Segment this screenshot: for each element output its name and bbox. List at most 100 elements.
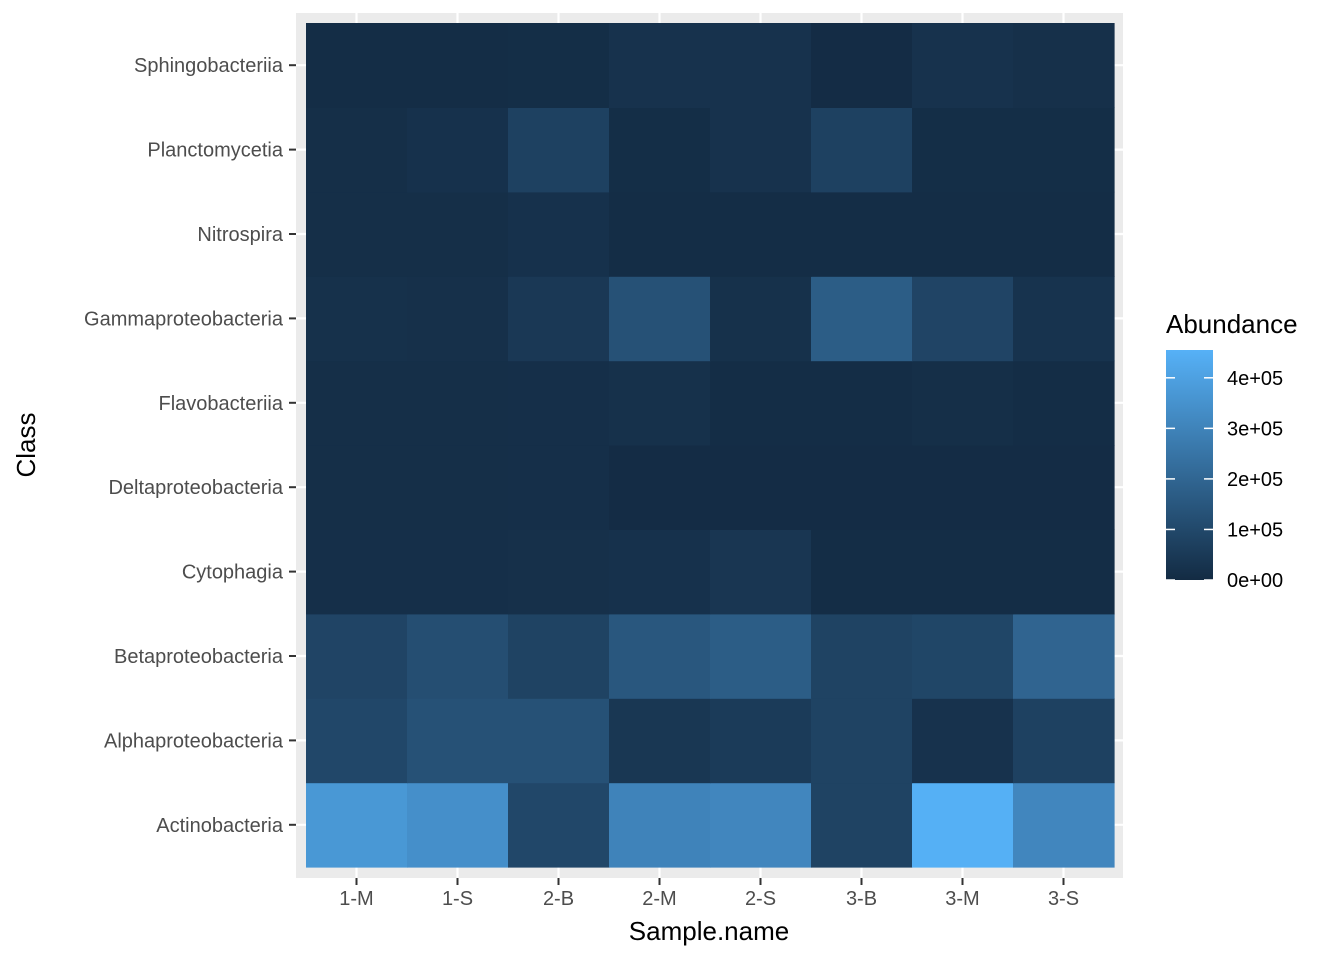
heatmap-tile — [407, 191, 509, 277]
heatmap-tile — [1013, 613, 1115, 699]
heatmap-tile — [609, 782, 711, 868]
heatmap-tile — [912, 360, 1014, 446]
heatmap-tile — [306, 360, 408, 446]
heatmap-tile — [710, 529, 812, 615]
heatmap-tile — [306, 191, 408, 277]
heatmap-tile — [912, 107, 1014, 193]
heatmap-tile — [912, 23, 1014, 108]
heatmap-tile — [407, 782, 509, 868]
heatmap-tile — [1013, 276, 1115, 362]
heatmap-tile — [407, 698, 509, 784]
heatmap-tile — [609, 445, 711, 530]
heatmap-tile — [912, 529, 1014, 615]
heatmap-tile — [609, 698, 711, 784]
y-tick-label: Deltaproteobacteria — [108, 477, 283, 499]
heatmap-tile — [407, 107, 509, 193]
x-axis-title: Sample.name — [629, 916, 789, 946]
legend-label: 2e+05 — [1227, 469, 1283, 491]
y-tick-label: Alphaproteobacteria — [104, 730, 284, 752]
heatmap-tile — [609, 107, 711, 193]
heatmap-tile — [710, 276, 812, 362]
heatmap-tile — [407, 445, 509, 530]
heatmap-tile — [609, 23, 711, 108]
heatmap-tile — [407, 529, 509, 615]
heatmap-tile — [609, 360, 711, 446]
x-tick-label: 1-S — [442, 888, 473, 910]
heatmap-tile — [508, 698, 610, 784]
heatmap-tile — [1013, 23, 1115, 108]
y-axis-title: Class — [11, 412, 41, 477]
heatmap-tile — [1013, 698, 1115, 784]
x-tick-label: 2-B — [543, 888, 574, 910]
heatmap-tile — [811, 276, 913, 362]
heatmap-tile — [1013, 191, 1115, 277]
y-tick-label: Nitrospira — [197, 224, 283, 246]
heatmap-tile — [609, 276, 711, 362]
heatmap-tile — [912, 613, 1014, 699]
x-tick-label: 3-S — [1048, 888, 1079, 910]
heatmap-tile — [811, 445, 913, 530]
heatmap-tile — [508, 23, 610, 108]
heatmap-tiles — [306, 23, 1115, 868]
x-tick-label: 3-B — [846, 888, 877, 910]
heatmap-tile — [407, 613, 509, 699]
heatmap-tile — [811, 191, 913, 277]
heatmap-tile — [710, 613, 812, 699]
heatmap-tile — [1013, 529, 1115, 615]
legend: Abundance 0e+00 1e+05 2e+05 3e+05 4e+05 — [1166, 309, 1298, 592]
heatmap-tile — [912, 191, 1014, 277]
heatmap-tile — [1013, 445, 1115, 530]
heatmap-tile — [1013, 782, 1115, 868]
heatmap-tile — [407, 23, 509, 108]
heatmap-tile — [609, 613, 711, 699]
y-tick-label: Gammaproteobacteria — [84, 308, 284, 330]
heatmap-tile — [306, 529, 408, 615]
legend-label: 3e+05 — [1227, 418, 1283, 440]
heatmap-tile — [912, 276, 1014, 362]
y-tick-label: Cytophagia — [182, 562, 284, 584]
y-axis: Actinobacteria Alphaproteobacteria Betapro… — [84, 55, 296, 837]
heatmap-tile — [811, 698, 913, 784]
heatmap-tile — [508, 191, 610, 277]
legend-colorbar — [1166, 350, 1213, 580]
legend-label: 1e+05 — [1227, 519, 1283, 541]
x-tick-label: 2-S — [745, 888, 776, 910]
y-tick-label: Flavobacteriia — [158, 393, 283, 415]
heatmap-tile — [811, 782, 913, 868]
heatmap-tile — [710, 698, 812, 784]
heatmap-tile — [306, 23, 408, 108]
heatmap-tile — [912, 698, 1014, 784]
heatmap-tile — [710, 191, 812, 277]
heatmap-tile — [508, 613, 610, 699]
y-tick-label: Planctomycetia — [147, 140, 283, 162]
heatmap-tile — [811, 107, 913, 193]
heatmap-tile — [508, 276, 610, 362]
heatmap-tile — [508, 782, 610, 868]
heatmap-tile — [811, 360, 913, 446]
heatmap-tile — [306, 613, 408, 699]
heatmap-tile — [710, 360, 812, 446]
heatmap-tile — [811, 529, 913, 615]
x-tick-label: 2-M — [642, 888, 676, 910]
heatmap-tile — [306, 107, 408, 193]
heatmap-tile — [508, 445, 610, 530]
y-tick-label: Sphingobacteriia — [134, 55, 284, 77]
legend-label: 4e+05 — [1227, 368, 1283, 390]
heatmap-tile — [710, 445, 812, 530]
heatmap-tile — [1013, 360, 1115, 446]
heatmap-tile — [508, 529, 610, 615]
heatmap-tile — [912, 782, 1014, 868]
heatmap-tile — [710, 782, 812, 868]
heatmap-tile — [811, 23, 913, 108]
heatmap-tile — [306, 698, 408, 784]
heatmap-tile — [508, 360, 610, 446]
heatmap-tile — [811, 613, 913, 699]
x-tick-label: 3-M — [945, 888, 979, 910]
legend-label: 0e+00 — [1227, 570, 1283, 592]
legend-title: Abundance — [1166, 309, 1298, 339]
heatmap-tile — [407, 276, 509, 362]
heatmap-tile — [710, 107, 812, 193]
heatmap-tile — [508, 107, 610, 193]
